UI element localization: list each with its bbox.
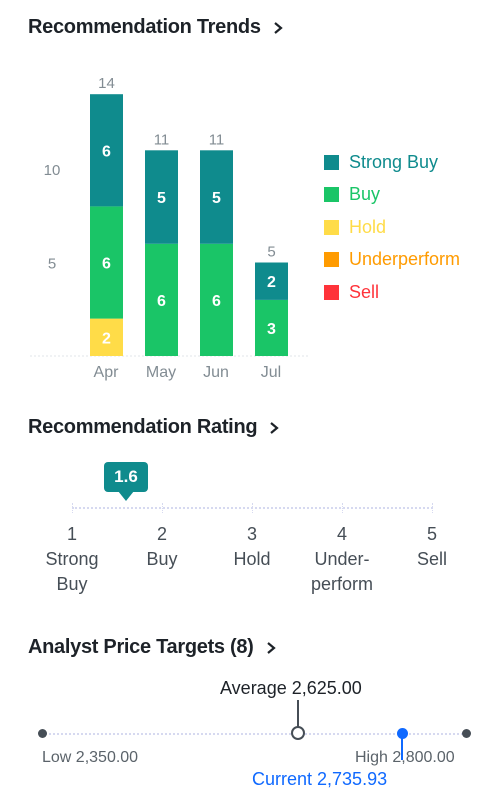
recommendation-rating-title-text: Recommendation Rating — [28, 416, 258, 438]
bar-segment-value-label: 5 — [157, 190, 166, 207]
rating-scale-label: Sell — [416, 549, 447, 569]
average-marker-stem — [297, 700, 299, 727]
recommendation-trends-chart: 5 10 2 6 6 14 Apr 6 5 11 May 6 5 11 Jun 3 2 5 Jul — [30, 75, 310, 381]
average-price-label: Average 2,625.00 — [220, 678, 362, 698]
bar-total-label: 11 — [209, 131, 225, 148]
legend-swatch-buy — [324, 187, 339, 203]
bar-segment — [200, 150, 233, 244]
rating-scale-number: 4 — [336, 524, 347, 544]
legend-item-strong-buy: Strong Buy — [324, 146, 460, 179]
legend-swatch-hold — [324, 219, 339, 235]
bar-segment-value-label: 2 — [102, 330, 111, 347]
bar-segment-value-label: 3 — [267, 321, 276, 338]
high-marker-dot — [462, 729, 471, 738]
legend-item-sell: Sell — [324, 276, 460, 309]
low-price-label: Low 2,350.00 — [42, 749, 139, 766]
chart-legend: Strong Buy Buy Hold Underperform Sell — [324, 146, 460, 309]
rating-scale-1: 1 Strong Buy — [22, 522, 122, 597]
legend-item-buy: Buy — [324, 179, 460, 212]
rating-scale-label: Strong — [45, 549, 99, 569]
current-price-label: Current 2,735.93 — [252, 769, 388, 789]
bar-segment-value-label: 6 — [102, 256, 111, 273]
rating-badge-pointer — [118, 491, 134, 501]
bar-segment-value-label: 5 — [212, 190, 221, 207]
legend-swatch-underperform — [324, 252, 339, 268]
bar-segment — [145, 150, 178, 244]
legend-item-underperform: Underperform — [324, 244, 460, 277]
current-marker-stem — [401, 738, 403, 760]
rating-scale-number: 1 — [66, 524, 77, 544]
legend-label-underperform: Underperform — [349, 249, 461, 270]
rating-scale-number: 2 — [156, 524, 167, 544]
legend-label-sell: Sell — [349, 281, 380, 302]
rating-scale-tick — [432, 503, 433, 513]
average-marker-dot — [291, 726, 305, 740]
rating-scale-label: perform — [310, 574, 373, 594]
bar-segment — [90, 318, 123, 356]
high-price-label: High 2,800.00 — [355, 749, 455, 766]
legend-swatch-sell — [324, 284, 339, 300]
analyst-price-targets-title-text: Analyst Price Targets (8) — [28, 636, 254, 658]
y-tick-label: 10 — [44, 162, 61, 179]
bar-total-label: 5 — [267, 244, 275, 261]
y-tick-label: 5 — [48, 256, 56, 273]
rating-value-badge: 1.6 — [104, 462, 148, 492]
bar-segment — [145, 243, 178, 356]
chevron-right-icon — [270, 421, 279, 434]
rating-scale-2: 2 Buy — [112, 522, 212, 572]
bar-segment-value-label: 6 — [212, 293, 221, 310]
bar-segment-value-label: 6 — [102, 143, 111, 160]
x-tick-label: Apr — [94, 364, 120, 381]
rating-scale-tick — [252, 503, 253, 513]
recommendation-rating-title[interactable]: Recommendation Rating — [28, 416, 281, 439]
rating-scale-label: Buy — [56, 574, 88, 594]
rating-scale-tick — [72, 503, 73, 513]
rating-scale-label: Buy — [146, 549, 178, 569]
legend-label-buy: Buy — [349, 184, 381, 205]
rating-scale-tick — [162, 503, 163, 513]
bar-segment — [90, 206, 123, 319]
legend-swatch-strong-buy — [324, 154, 339, 170]
rating-scale-4: 4 Under- perform — [292, 522, 392, 597]
bar-segment-value-label: 2 — [267, 274, 276, 291]
bar-segment-value-label: 6 — [157, 293, 166, 310]
low-marker-dot — [38, 729, 47, 738]
rating-scale-number: 5 — [426, 524, 437, 544]
legend-item-hold: Hold — [324, 211, 460, 244]
bar-segment — [200, 243, 233, 356]
rating-scale-number: 3 — [246, 524, 257, 544]
bar-total-label: 14 — [98, 75, 115, 92]
rating-scale-label: Hold — [233, 549, 271, 569]
bar-segment — [255, 299, 288, 356]
current-price-dot — [397, 728, 408, 739]
chevron-right-icon — [273, 21, 283, 34]
chevron-right-icon — [266, 641, 276, 654]
legend-label-strong-buy: Strong Buy — [349, 151, 439, 172]
bar-segment — [90, 94, 123, 207]
rating-scale-5: 5 Sell — [382, 522, 482, 572]
rating-scale-3: 3 Hold — [202, 522, 302, 572]
recommendation-trends-title-text: Recommendation Trends — [28, 16, 261, 38]
bar-segment — [255, 262, 288, 300]
x-tick-label: Jul — [261, 364, 281, 381]
rating-scale-tick — [342, 503, 343, 513]
analyst-price-targets-title[interactable]: Analyst Price Targets (8) — [28, 636, 278, 659]
x-tick-label: Jun — [203, 364, 229, 381]
bar-total-label: 11 — [154, 131, 170, 148]
rating-scale-label: Under- — [314, 549, 370, 569]
legend-label-hold: Hold — [349, 216, 387, 237]
x-tick-label: May — [146, 364, 176, 381]
price-target-range-line — [42, 733, 467, 735]
recommendation-trends-title[interactable]: Recommendation Trends — [28, 16, 285, 39]
